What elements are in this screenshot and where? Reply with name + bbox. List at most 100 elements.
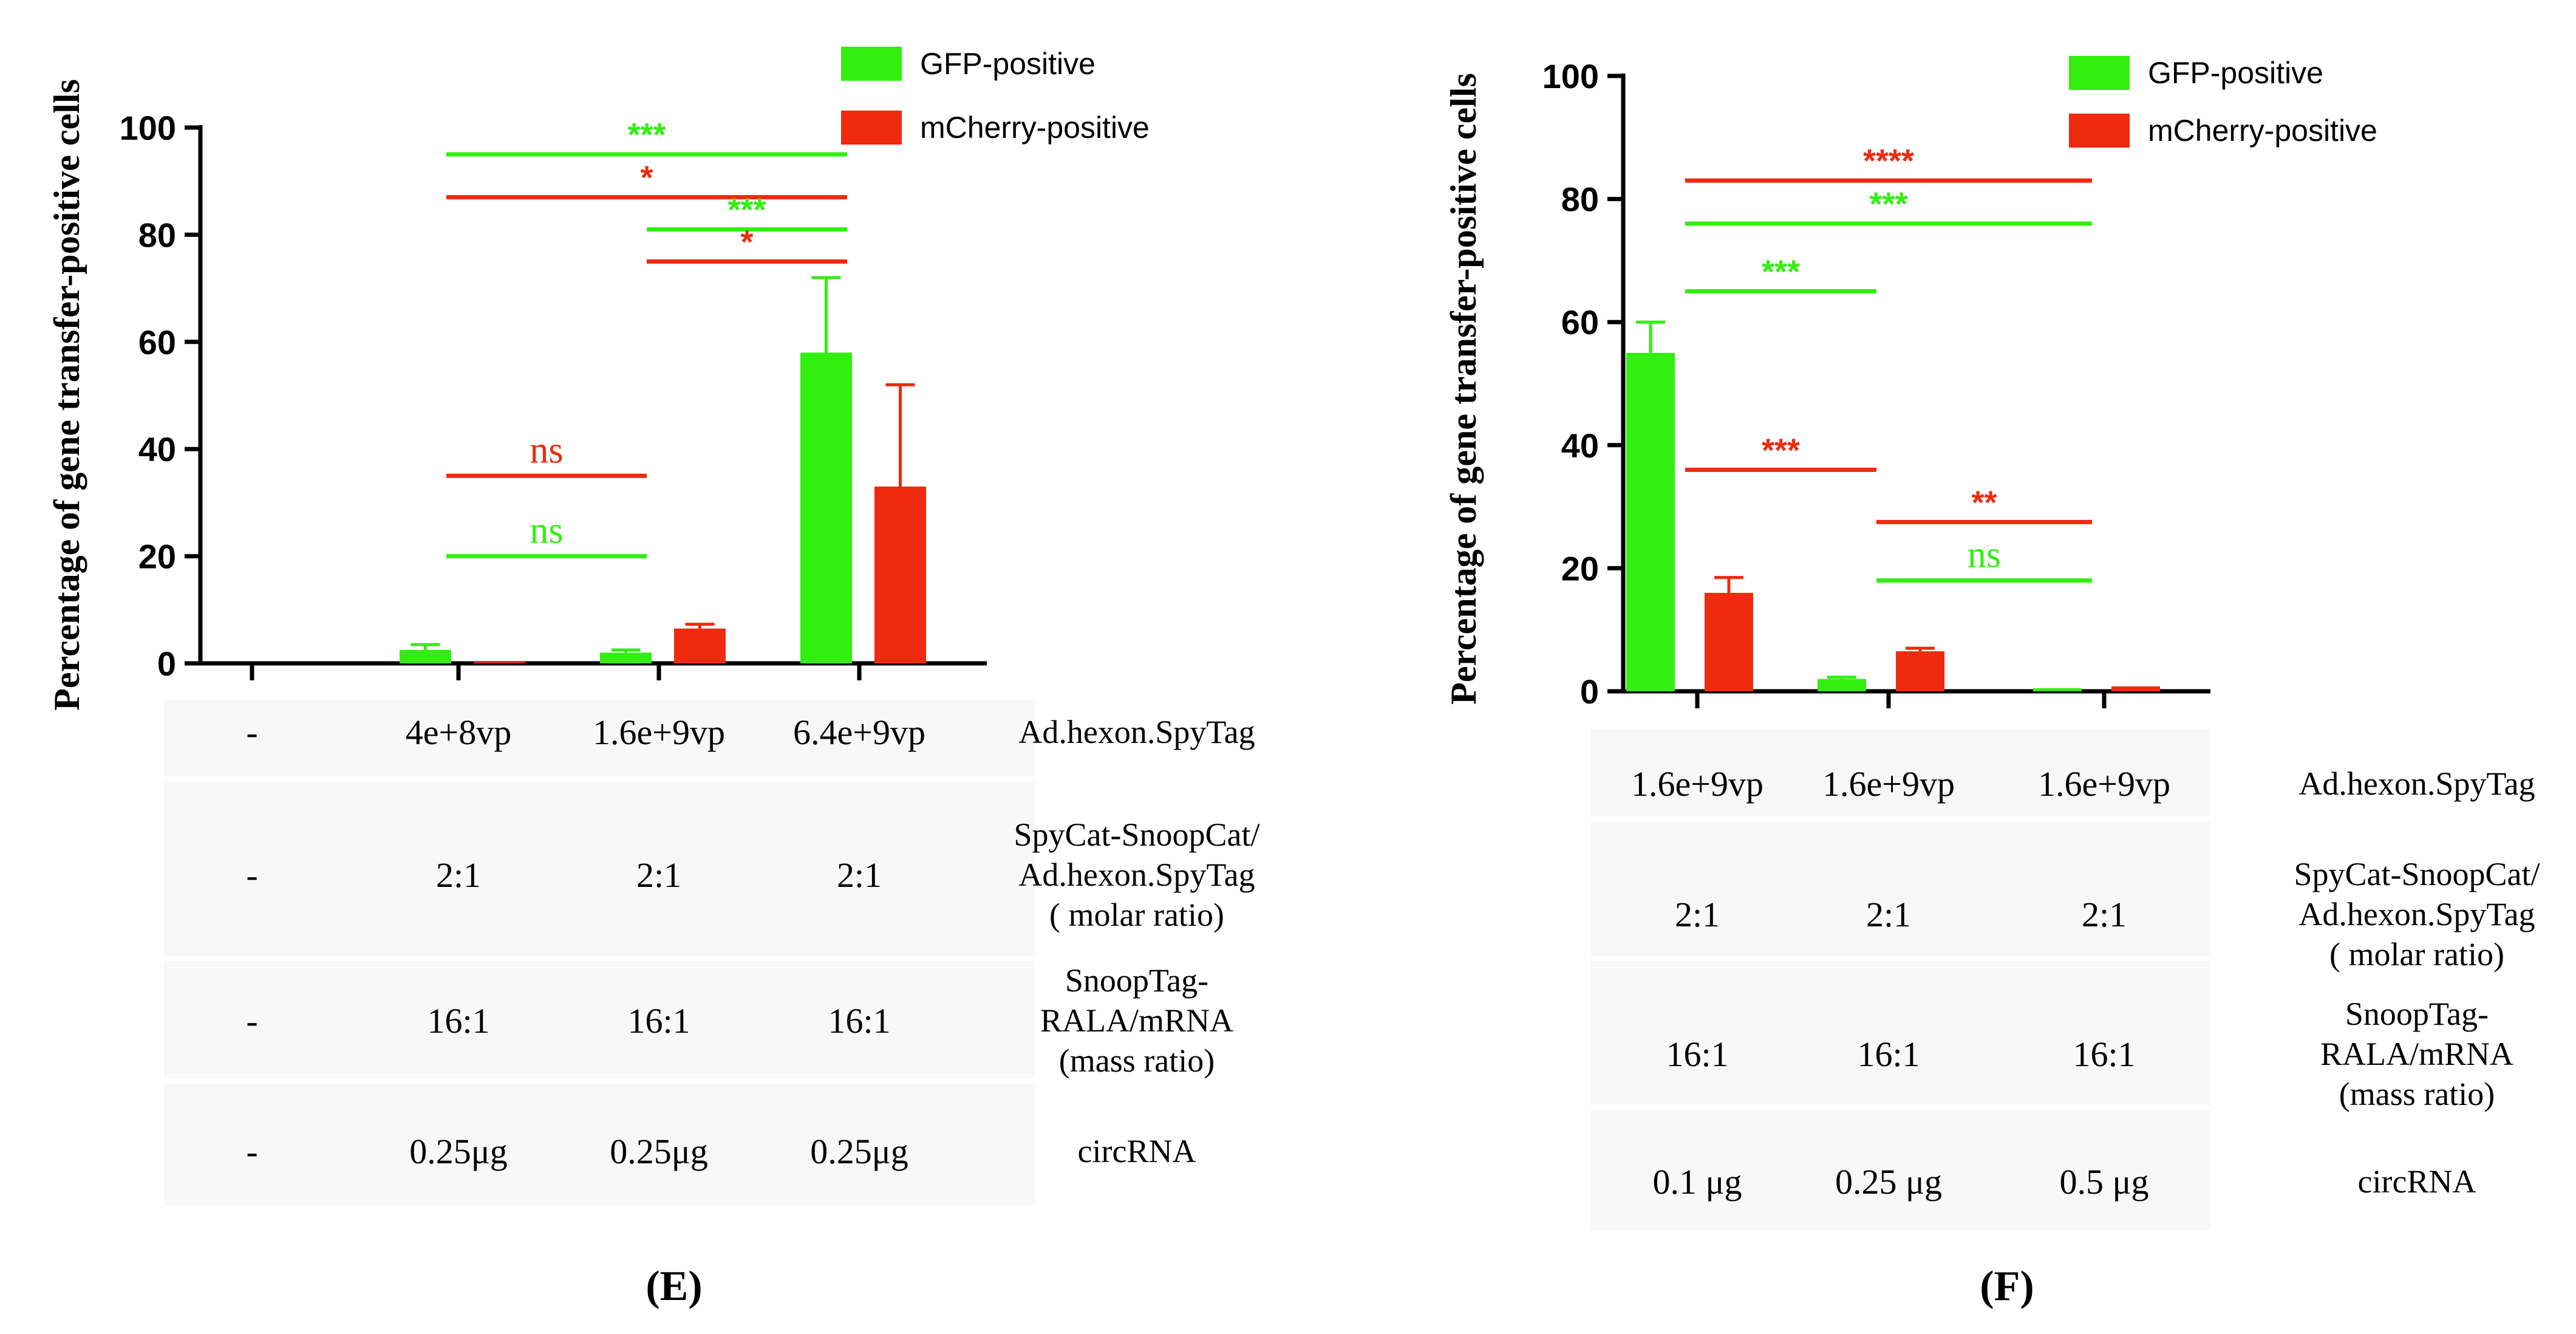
table-cell: 0.25μg (810, 1132, 908, 1171)
table-row-name: SpyCat-SnoopCat/Ad.hexon.SpyTag ( molar r… (1014, 816, 1259, 933)
panel-f: 0 20 40 60 80 100 Percentage of gene transfer-… (1443, 56, 2540, 1310)
table-row-name-line: circRNA (1078, 1133, 1196, 1169)
significance-label: **** (1863, 143, 1914, 179)
table-cell: 6.4e+9vp (793, 713, 925, 752)
y-tick-label: 20 (138, 538, 176, 576)
table-cell: - (246, 713, 257, 752)
table-background (164, 700, 1035, 1206)
bar-mcherry (674, 628, 726, 663)
bar-gfp (600, 652, 652, 663)
bar-gfp (2033, 688, 2082, 691)
table-row-name: Ad.hexon.SpyTag (2298, 765, 2535, 802)
y-tick-label: 100 (120, 109, 176, 147)
legend-label: mCherry-positive (920, 111, 1150, 145)
y-tick-label: 0 (1580, 672, 1599, 711)
table-cell: 16:1 (828, 1001, 890, 1041)
y-tick-label: 20 (1561, 549, 1599, 587)
legend-swatch (841, 111, 902, 145)
bar-mcherry (1705, 592, 1753, 691)
panel-e: 0 20 40 60 80 100 Percentage of gene transfer-… (47, 47, 1260, 1310)
panel-label: (E) (646, 1263, 702, 1310)
y-axis-label: Percentage of gene transfer-positive cel… (47, 79, 87, 711)
table-row-name: SnoopTag-RALA/mRNA (mass ratio) (1040, 962, 1233, 1079)
table-row-name-line: SnoopTag- (2345, 996, 2489, 1032)
table-cell: 16:1 (2073, 1035, 2135, 1074)
panel-label: (F) (1980, 1263, 2034, 1310)
y-tick-label: 0 (157, 645, 176, 683)
significance-label: *** (1869, 186, 1907, 222)
bar-mcherry (874, 486, 926, 663)
table-cell: 0.1 μg (1652, 1162, 1742, 1202)
bar-mcherry (2111, 686, 2160, 691)
table-cell: - (246, 1132, 257, 1171)
bar-mcherry (1896, 651, 1944, 691)
table-row-name-line: ( molar ratio) (1049, 897, 1224, 933)
table-row-name-line: circRNA (2358, 1163, 2476, 1200)
table-cell: 2:1 (436, 855, 481, 895)
table-row-name: SnoopTag- RALA/mRNA (mass ratio) (2320, 996, 2513, 1112)
bar-gfp (800, 352, 852, 663)
table-row-name: circRNA (1078, 1133, 1196, 1169)
y-axis-label: Percentage of gene transfer-positive cel… (1443, 73, 1484, 705)
table-cell: 1.6e+9vp (1631, 764, 1763, 804)
bar-mcherry (474, 662, 525, 663)
table-cell: 2:1 (1675, 895, 1720, 934)
table-row-name-line: Ad.hexon.SpyTag (1018, 714, 1255, 750)
y-tick-label: 40 (138, 430, 176, 468)
y-tick-label: 60 (138, 323, 176, 361)
table-cell: 0.25μg (409, 1132, 508, 1171)
table-row-name-line: SpyCat-SnoopCat/ (1014, 816, 1259, 853)
table-cell: 0.5 μg (2059, 1162, 2148, 1202)
table-background (1591, 729, 2210, 1230)
legend-label: GFP-positive (2148, 56, 2323, 90)
y-tick-label: 80 (138, 216, 176, 254)
legend-label: mCherry-positive (2148, 114, 2377, 148)
significance-label: *** (1762, 254, 1800, 290)
table-cell: 2:1 (837, 855, 882, 895)
significance-label: ** (1971, 484, 1997, 521)
table-cell: 2:1 (636, 855, 681, 895)
bar-gfp (1818, 679, 1866, 691)
table-row-name: Ad.hexon.SpyTag (1018, 714, 1255, 750)
table-cell: 0.25 μg (1835, 1162, 1942, 1202)
significance-label: ns (1968, 535, 2001, 576)
table-cell: 1.6e+9vp (593, 713, 725, 752)
significance-label: * (640, 160, 653, 196)
legend-swatch (841, 47, 902, 81)
significance-label: ns (530, 429, 563, 471)
y-tick-label: 40 (1561, 426, 1599, 465)
y-tick-label: 60 (1561, 303, 1599, 341)
table-cell: 16:1 (1857, 1035, 1920, 1074)
legend-swatch (2069, 56, 2130, 90)
y-tick-label: 100 (1542, 57, 1599, 95)
table-row-name-line: SpyCat-SnoopCat/ (2294, 856, 2540, 892)
table-row-name-line: Ad.hexon.SpyTag (1018, 857, 1255, 893)
significance-label: ns (530, 510, 563, 552)
legend-swatch (2069, 114, 2130, 148)
table-row-name-line: ( molar ratio) (2329, 936, 2504, 973)
table-row-name: SpyCat-SnoopCat/Ad.hexon.SpyTag ( molar r… (2294, 856, 2540, 973)
table-cell: - (246, 1001, 257, 1041)
significance-label: *** (1762, 432, 1800, 468)
significance-label: *** (627, 117, 666, 153)
table-row-name-line: Ad.hexon.SpyTag (2298, 896, 2535, 932)
table-row-name-line: Ad.hexon.SpyTag (2298, 765, 2535, 802)
table-cell: 16:1 (427, 1001, 489, 1041)
table-row-name-line: (mass ratio) (1059, 1042, 1215, 1079)
y-tick-label: 80 (1561, 180, 1599, 219)
table-row-name: circRNA (2358, 1163, 2476, 1200)
significance-label: *** (727, 192, 766, 228)
table-row-name-line: RALA/mRNA (2320, 1036, 2513, 1072)
table-cell: 16:1 (1666, 1035, 1728, 1074)
table-cell: 2:1 (2082, 895, 2127, 934)
bar-gfp (1626, 352, 1675, 691)
table-cell: - (246, 855, 257, 895)
table-cell: 4e+8vp (406, 713, 511, 752)
table-row-name-line: (mass ratio) (2339, 1076, 2495, 1112)
table-row-name-line: SnoopTag- (1065, 962, 1208, 999)
table-row-name-line: RALA/mRNA (1040, 1002, 1233, 1039)
legend-label: GFP-positive (920, 47, 1095, 81)
table-cell: 16:1 (627, 1001, 690, 1041)
